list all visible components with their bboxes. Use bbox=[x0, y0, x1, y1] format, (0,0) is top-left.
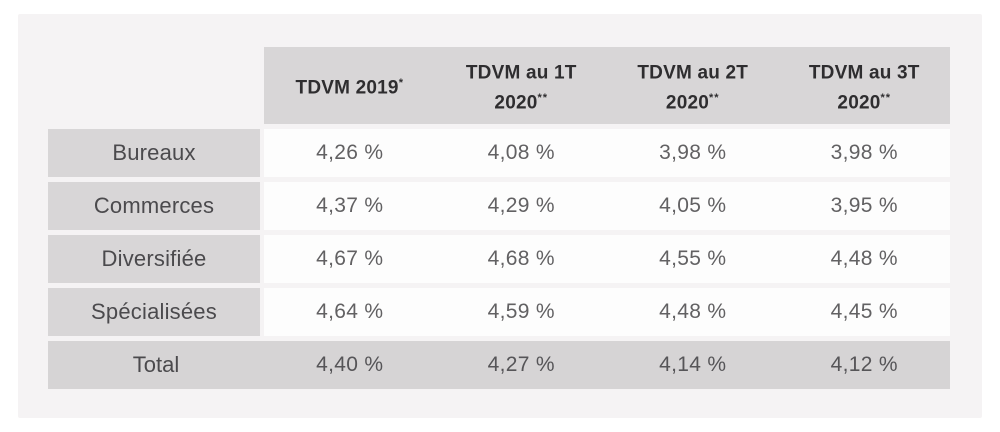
footnote-marker: ** bbox=[880, 91, 892, 104]
value-cell: 4,64 % bbox=[264, 288, 436, 336]
value-cell: 3,98 % bbox=[778, 129, 950, 177]
value-cell: 4,45 % bbox=[778, 288, 950, 336]
value-cell: 4,05 % bbox=[607, 182, 779, 230]
value-cell: 4,67 % bbox=[264, 235, 436, 283]
value-cell: 4,48 % bbox=[607, 288, 779, 336]
value-cell: 4,68 % bbox=[435, 235, 607, 283]
table-row-total: Total 4,40 % 4,27 % 4,14 % 4,12 % bbox=[48, 341, 950, 389]
footnote-marker: * bbox=[398, 76, 404, 89]
value-cell: 4,59 % bbox=[435, 288, 607, 336]
header-line2: 2020 bbox=[837, 91, 881, 113]
total-value-cell: 4,14 % bbox=[607, 341, 779, 389]
table-row-diversifiee: Diversifiée 4,67 % 4,68 % 4,55 % 4,48 % bbox=[48, 235, 950, 283]
table-row-bureaux: Bureaux 4,26 % 4,08 % 3,98 % 3,98 % bbox=[48, 129, 950, 177]
table-panel: TDVM 2019* TDVM au 1T 2020** TDVM au 2T … bbox=[18, 14, 982, 418]
column-header-tdvm-3t-2020: TDVM au 3T 2020** bbox=[778, 47, 950, 124]
row-label: Spécialisées bbox=[48, 288, 260, 336]
value-cell: 4,29 % bbox=[435, 182, 607, 230]
tdvm-table: TDVM 2019* TDVM au 1T 2020** TDVM au 2T … bbox=[48, 42, 950, 394]
column-header-tdvm-2019: TDVM 2019* bbox=[264, 47, 436, 124]
table-row-commerces: Commerces 4,37 % 4,29 % 4,05 % 3,95 % bbox=[48, 182, 950, 230]
row-label-cell: Bureaux bbox=[48, 129, 264, 177]
table-row-specialisees: Spécialisées 4,64 % 4,59 % 4,48 % 4,45 % bbox=[48, 288, 950, 336]
value-cell: 4,26 % bbox=[264, 129, 436, 177]
value-cell: 4,37 % bbox=[264, 182, 436, 230]
total-value-cell: 4,27 % bbox=[435, 341, 607, 389]
header-line1: TDVM au 1T bbox=[465, 62, 577, 84]
footnote-marker: ** bbox=[537, 91, 549, 104]
footnote-marker: ** bbox=[709, 91, 720, 104]
header-empty-cell bbox=[48, 47, 264, 124]
value-cell: 4,08 % bbox=[435, 129, 607, 177]
row-label-cell: Commerces bbox=[48, 182, 264, 230]
header-line2: 2020 bbox=[494, 91, 538, 113]
total-row-label: Total bbox=[48, 341, 264, 389]
header-line1: TDVM 2019 bbox=[295, 77, 399, 99]
column-header-tdvm-1t-2020: TDVM au 1T 2020** bbox=[435, 47, 607, 124]
row-label: Commerces bbox=[48, 182, 260, 230]
row-label-cell: Diversifiée bbox=[48, 235, 264, 283]
total-value-cell: 4,12 % bbox=[778, 341, 950, 389]
row-label: Bureaux bbox=[48, 129, 260, 177]
value-cell: 3,95 % bbox=[778, 182, 950, 230]
row-label: Diversifiée bbox=[48, 235, 260, 283]
total-value-cell: 4,40 % bbox=[264, 341, 436, 389]
value-cell: 4,55 % bbox=[607, 235, 779, 283]
header-line1: TDVM au 3T bbox=[808, 62, 920, 84]
header-line2: 2020 bbox=[665, 91, 709, 113]
header-row: TDVM 2019* TDVM au 1T 2020** TDVM au 2T … bbox=[48, 47, 950, 124]
value-cell: 3,98 % bbox=[607, 129, 779, 177]
row-label-cell: Spécialisées bbox=[48, 288, 264, 336]
header-line1: TDVM au 2T bbox=[637, 62, 749, 84]
value-cell: 4,48 % bbox=[778, 235, 950, 283]
column-header-tdvm-2t-2020: TDVM au 2T 2020** bbox=[607, 47, 779, 124]
